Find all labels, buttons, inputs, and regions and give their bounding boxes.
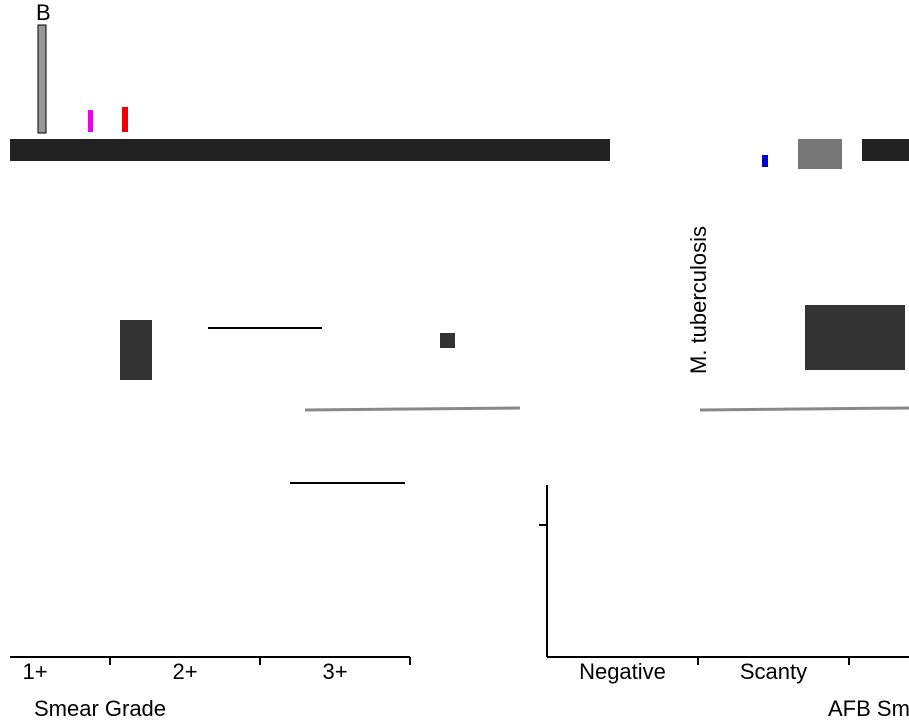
y-axis-label: M. tuberculosis [686, 226, 711, 374]
x-tick-label: Scanty [740, 659, 807, 684]
decor [10, 24, 909, 484]
x-axis-label: AFB Smear Grade [828, 696, 909, 721]
x-tick-label: 1+ [22, 659, 47, 684]
x-tick-label: Negative [579, 659, 666, 684]
x-tick-label: 2+ [172, 659, 197, 684]
x-axis-label: Smear Grade [34, 696, 166, 721]
x-tick-label: 3+ [322, 659, 347, 684]
panel-2 [539, 485, 909, 658]
panel-label: B [36, 0, 51, 25]
